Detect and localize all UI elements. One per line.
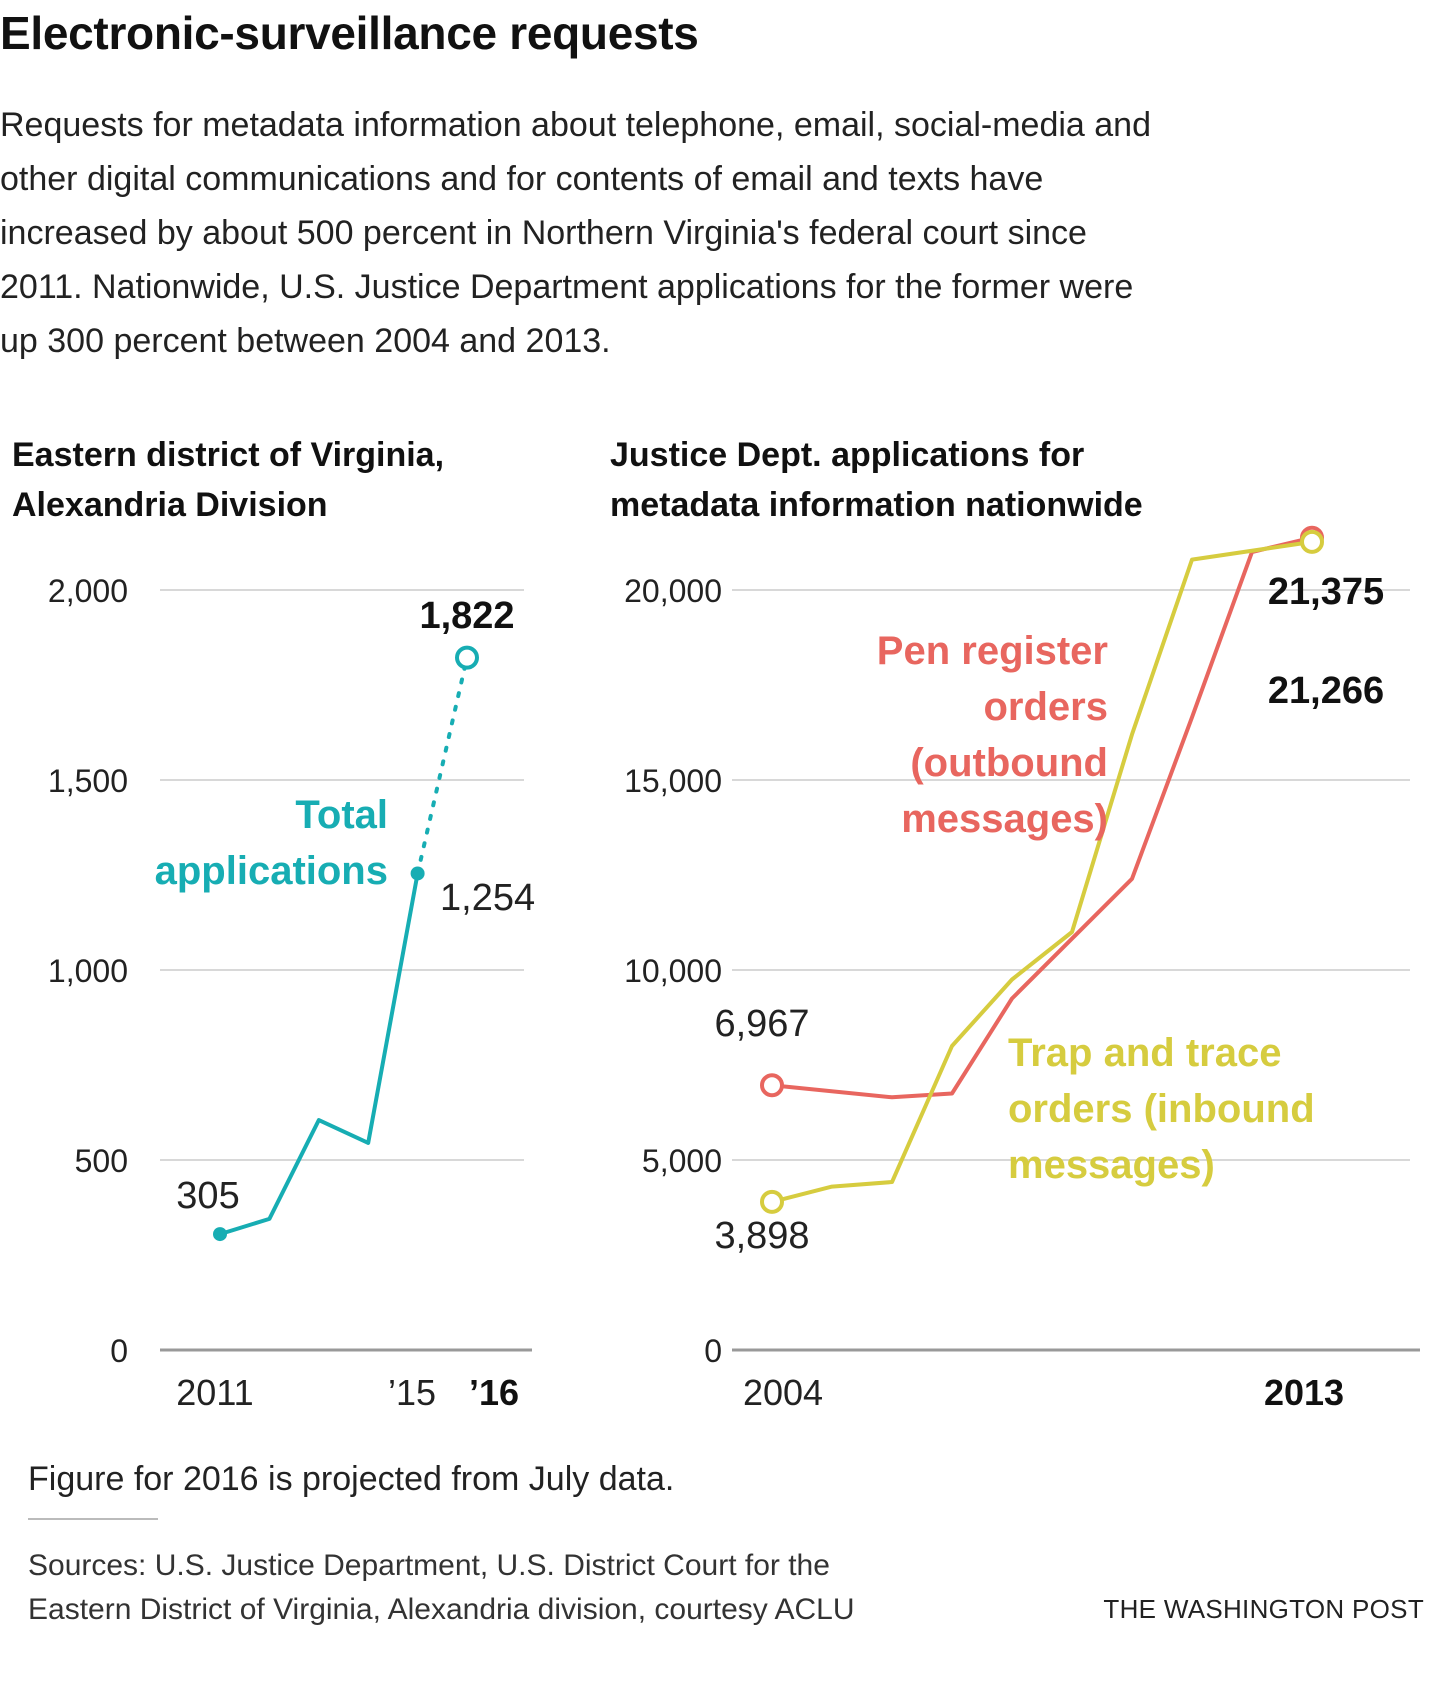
- intro-text: Requests for metadata information about …: [0, 98, 1440, 368]
- value-label-2015: 1,254: [440, 877, 535, 919]
- value-label-2016: 1,822: [419, 595, 514, 637]
- series-label-trap-and-trace: Trap and trace: [1008, 1031, 1281, 1075]
- intro-line: 2011. Nationwide, U.S. Justice Departmen…: [0, 268, 1134, 306]
- right-x-tick-label: 2004: [743, 1372, 823, 1413]
- value-label-pen-2013: 21,375: [1268, 571, 1384, 613]
- trap-and-trace-line: [771, 539, 1313, 1204]
- right-x-tick-label: 2013: [1264, 1372, 1344, 1413]
- left-y-tick-label: 0: [110, 1333, 128, 1369]
- series-label-trap-and-trace: messages): [1008, 1143, 1215, 1187]
- left-y-tick-label: 2,000: [48, 573, 128, 609]
- sources-line: Sources: U.S. Justice Department, U.S. D…: [28, 1549, 830, 1582]
- intro-line: up 300 percent between 2004 and 2013.: [0, 322, 611, 360]
- total-applications-projected-line: [415, 655, 469, 876]
- left-panel-title-line: Eastern district of Virginia,: [12, 436, 445, 474]
- chart-title: Electronic-surveillance requests: [0, 7, 699, 59]
- intro-line: increased by about 500 percent in Northe…: [0, 214, 1087, 252]
- value-label-trap-2013: 21,266: [1268, 670, 1384, 712]
- right-y-tick-label: 20,000: [624, 573, 722, 609]
- right-panel-title-line: metadata information nationwide: [610, 486, 1143, 524]
- right-y-tick-label: 5,000: [642, 1143, 722, 1179]
- left-y-tick-label: 500: [75, 1143, 128, 1179]
- left-panel-title-line: Alexandria Division: [12, 486, 328, 524]
- pen-register-start-point: [760, 1073, 784, 1098]
- value-label-2011: 305: [176, 1175, 239, 1217]
- data-point-2011: [213, 1227, 227, 1242]
- right-y-tick-label: 15,000: [624, 763, 722, 799]
- intro-line: Requests for metadata information about …: [0, 106, 1152, 144]
- right-y-tick-label: 10,000: [624, 953, 722, 989]
- data-point-2015: [410, 866, 425, 881]
- trap-and-trace-end-point: [1300, 529, 1324, 554]
- left-y-tick-label: 1,000: [48, 953, 128, 989]
- sources-line: Eastern District of Virginia, Alexandria…: [28, 1593, 855, 1626]
- series-label-pen-register: messages): [901, 797, 1108, 841]
- intro-line: other digital communications and for con…: [0, 160, 1044, 198]
- footnote: Figure for 2016 is projected from July d…: [28, 1460, 675, 1498]
- left-x-tick-label: 2011: [176, 1372, 253, 1413]
- publisher-credit: THE WASHINGTON POST: [1103, 1594, 1424, 1624]
- left-x-tick-label: ’16: [469, 1372, 519, 1413]
- right-panel-title: Justice Dept. applications for metadata …: [610, 430, 1143, 530]
- data-point-2016: [455, 645, 479, 670]
- series-label-trap-and-trace: orders (inbound: [1008, 1087, 1315, 1131]
- series-label-pen-register: Pen register: [877, 629, 1108, 673]
- left-x-tick-label: ’15: [388, 1372, 436, 1413]
- sources: Sources: U.S. Justice Department, U.S. D…: [28, 1544, 854, 1632]
- value-label-pen-2004: 6,967: [714, 1003, 809, 1045]
- left-y-tick-label: 1,500: [48, 763, 128, 799]
- series-label-total: Total: [295, 793, 388, 837]
- series-label-pen-register: (outbound: [910, 741, 1108, 785]
- total-applications-line: [219, 873, 420, 1237]
- right-y-tick-label: 0: [704, 1333, 722, 1369]
- series-label-pen-register: orders: [984, 685, 1109, 729]
- value-label-trap-2004: 3,898: [714, 1215, 809, 1257]
- series-label-total: applications: [155, 849, 388, 893]
- left-panel-title: Eastern district of Virginia, Alexandria…: [12, 430, 444, 530]
- footer-divider: [28, 1518, 158, 1520]
- pen-register-line: [771, 535, 1313, 1100]
- right-panel-title-line: Justice Dept. applications for: [610, 436, 1085, 474]
- trap-and-trace-start-point: [760, 1189, 784, 1214]
